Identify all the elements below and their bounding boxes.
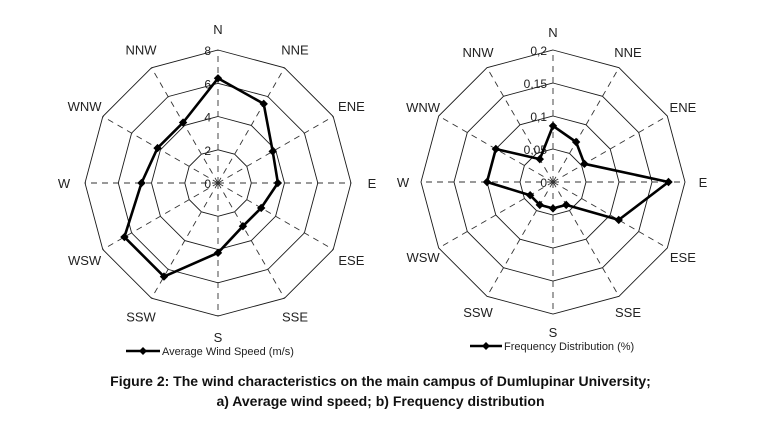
direction-label-wsw: WSW [406, 250, 440, 265]
grid-spoke [217, 116, 334, 184]
direction-label-ese: ESE [338, 253, 364, 268]
tick-label: 0,1 [530, 110, 547, 124]
tick-label: 8 [204, 44, 211, 58]
direction-label-wsw: WSW [68, 253, 102, 268]
legend-marker [482, 342, 490, 350]
direction-label-n: N [213, 22, 222, 37]
data-point [525, 191, 535, 200]
data-point [259, 99, 268, 109]
direction-label-ene: ENE [338, 99, 365, 114]
figure-caption-line-2: a) Average wind speed; b) Frequency dist… [216, 393, 545, 409]
direction-label-sse: SSE [615, 305, 641, 320]
data-point [273, 178, 283, 188]
direction-label-n: N [548, 25, 557, 40]
data-point [120, 232, 129, 242]
tick-label: 0 [540, 176, 547, 190]
direction-label-s: S [549, 325, 558, 340]
data-point [482, 177, 492, 187]
data-point [562, 200, 571, 210]
tick-label: 0,2 [530, 44, 547, 58]
grid-spoke [217, 182, 334, 250]
direction-label-nnw: NNW [462, 45, 494, 60]
legend-marker [139, 347, 147, 355]
data-point [664, 177, 673, 187]
tick-label: 6 [204, 77, 211, 91]
direction-label-ssw: SSW [126, 309, 156, 324]
direction-label-nne: NNE [281, 43, 309, 58]
legend-label: Frequency Distribution (%) [504, 341, 634, 353]
data-point [178, 118, 188, 127]
legend-label: Average Wind Speed (m/s) [162, 346, 294, 358]
data-point [535, 154, 544, 164]
direction-label-nne: NNE [614, 45, 642, 60]
direction-label-e: E [368, 176, 377, 191]
tick-label: 2 [204, 144, 211, 158]
direction-label-ese: ESE [670, 250, 696, 265]
data-point [571, 137, 581, 147]
data-point [614, 215, 623, 225]
grid-spoke [151, 182, 219, 299]
data-point [548, 121, 558, 131]
direction-label-nnw: NNW [125, 43, 157, 58]
direction-label-wnw: WNW [68, 99, 103, 114]
tick-label: 0 [204, 177, 211, 191]
tick-label: 0,15 [524, 77, 548, 91]
data-point [213, 74, 223, 83]
direction-label-w: W [58, 176, 71, 191]
direction-label-e: E [699, 175, 708, 190]
direction-label-wnw: WNW [406, 100, 441, 115]
chart-frequency-distribution: 00,050,10,150,2NNNEENEEESESSESSSWWSWWWNW… [397, 25, 708, 353]
direction-label-sse: SSE [282, 309, 308, 324]
data-point [159, 272, 169, 281]
data-point [548, 204, 558, 213]
data-point [491, 144, 501, 154]
direction-label-ssw: SSW [463, 305, 493, 320]
data-point [153, 143, 162, 153]
direction-label-ene: ENE [670, 100, 697, 115]
series-line-average-wind-speed-m-s [123, 77, 280, 278]
grid-spoke [217, 182, 285, 299]
grid-spoke [102, 182, 219, 250]
data-point [580, 159, 589, 169]
grid-spoke [217, 67, 285, 184]
grid-spoke [151, 67, 219, 184]
tick-label: 4 [204, 111, 211, 125]
figure-caption-line-1: Figure 2: The wind characteristics on th… [110, 373, 651, 389]
direction-label-s: S [214, 330, 223, 345]
data-point [256, 203, 266, 213]
data-point [238, 221, 248, 231]
data-point [535, 200, 544, 210]
grid-ring [420, 49, 686, 315]
direction-label-w: W [397, 175, 410, 190]
charts-canvas: 02468NNNEENEEESESSESSSWWSWWWNWNNWAverage… [58, 22, 708, 358]
grid-spoke [102, 116, 219, 184]
data-point [213, 248, 223, 258]
chart-average-wind-speed: 0 2 4 6 8N NNE ENE E ESE SSE S SSW WSW W WNW NNW Average… [58, 22, 377, 358]
data-point [268, 147, 277, 156]
data-point [137, 178, 146, 188]
